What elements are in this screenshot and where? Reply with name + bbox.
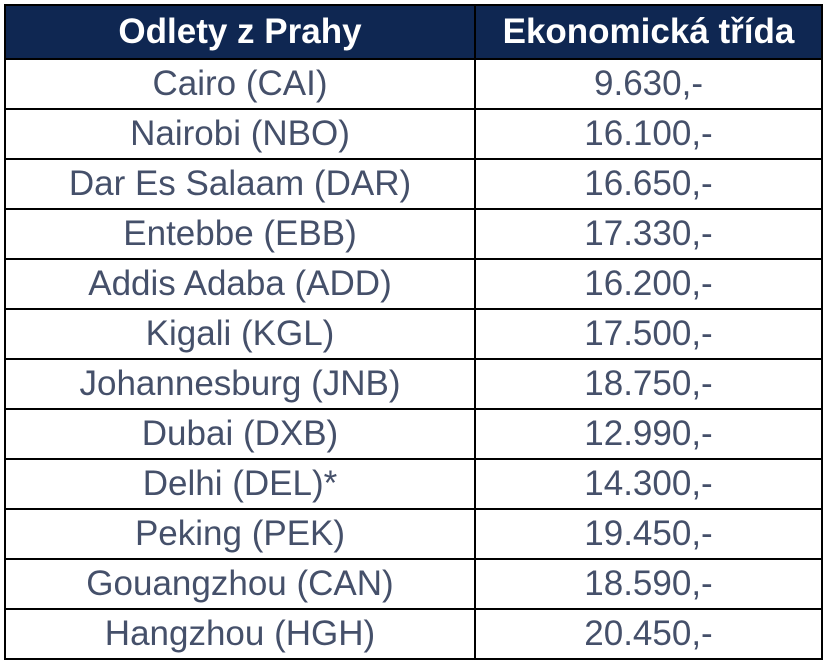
destination-cell: Peking (PEK)	[4, 508, 476, 560]
price-cell: 12.990,-	[474, 408, 823, 460]
table-row: Nairobi (NBO) 16.100,-	[4, 108, 823, 160]
destination-cell: Johannesburg (JNB)	[4, 358, 476, 410]
table-row: Hangzhou (HGH) 20.450,-	[4, 608, 823, 660]
price-cell: 17.500,-	[474, 308, 823, 360]
table-row: Dar Es Salaam (DAR) 16.650,-	[4, 158, 823, 210]
header-departures: Odlety z Prahy	[4, 4, 476, 60]
destination-cell: Cairo (CAI)	[4, 58, 476, 110]
destination-cell: Addis Adaba (ADD)	[4, 258, 476, 310]
destination-cell: Nairobi (NBO)	[4, 108, 476, 160]
header-economy-class: Ekonomická třída	[474, 4, 823, 60]
price-cell: 19.450,-	[474, 508, 823, 560]
destination-cell: Kigali (KGL)	[4, 308, 476, 360]
header-row: Odlety z Prahy Ekonomická třída	[4, 4, 823, 60]
price-cell: 14.300,-	[474, 458, 823, 510]
price-cell: 16.200,-	[474, 258, 823, 310]
price-cell: 16.100,-	[474, 108, 823, 160]
price-cell: 9.630,-	[474, 58, 823, 110]
destination-cell: Entebbe (EBB)	[4, 208, 476, 260]
price-cell: 16.650,-	[474, 158, 823, 210]
fare-table: Odlety z Prahy Ekonomická třída Cairo (C…	[4, 4, 823, 660]
price-cell: 17.330,-	[474, 208, 823, 260]
price-cell: 20.450,-	[474, 608, 823, 660]
price-cell: 18.750,-	[474, 358, 823, 410]
table-row: Peking (PEK) 19.450,-	[4, 508, 823, 560]
destination-cell: Hangzhou (HGH)	[4, 608, 476, 660]
table-row: Entebbe (EBB) 17.330,-	[4, 208, 823, 260]
table-row: Kigali (KGL) 17.500,-	[4, 308, 823, 360]
table-row: Delhi (DEL)* 14.300,-	[4, 458, 823, 510]
table-row: Cairo (CAI) 9.630,-	[4, 58, 823, 110]
table-row: Dubai (DXB) 12.990,-	[4, 408, 823, 460]
table-row: Addis Adaba (ADD) 16.200,-	[4, 258, 823, 310]
destination-cell: Dar Es Salaam (DAR)	[4, 158, 476, 210]
destination-cell: Gouangzhou (CAN)	[4, 558, 476, 610]
destination-cell: Delhi (DEL)*	[4, 458, 476, 510]
price-cell: 18.590,-	[474, 558, 823, 610]
table-row: Gouangzhou (CAN) 18.590,-	[4, 558, 823, 610]
destination-cell: Dubai (DXB)	[4, 408, 476, 460]
table-row: Johannesburg (JNB) 18.750,-	[4, 358, 823, 410]
